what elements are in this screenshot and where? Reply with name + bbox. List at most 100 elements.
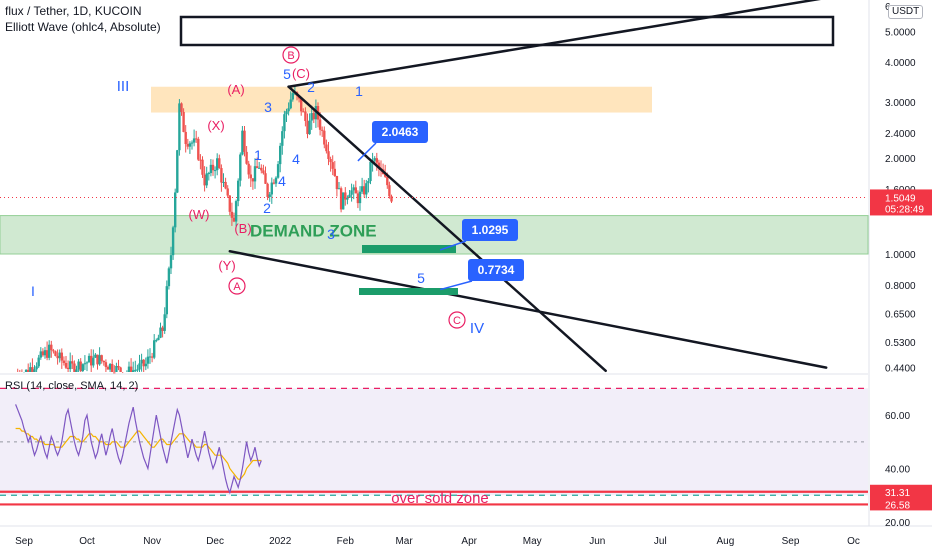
candle-body bbox=[266, 183, 269, 197]
upper-channel-line[interactable] bbox=[287, 0, 831, 88]
candle-body bbox=[373, 158, 376, 161]
rsi-tick: 40.00 bbox=[885, 465, 910, 476]
candle-body bbox=[388, 185, 391, 197]
time-tick[interactable]: Dec bbox=[206, 536, 224, 547]
candle-body bbox=[264, 173, 267, 184]
candle-body bbox=[213, 170, 217, 172]
time-tick[interactable]: Nov bbox=[143, 536, 161, 547]
target-bar-1[interactable] bbox=[362, 245, 456, 253]
rsi-level-badge[interactable] bbox=[870, 497, 932, 511]
symbol-title[interactable]: flux / Tether, 1D, KUCOIN bbox=[5, 4, 142, 18]
candle-body bbox=[325, 144, 328, 152]
candle-body bbox=[150, 356, 154, 358]
wave-label-circled: A bbox=[233, 281, 241, 293]
candle-body bbox=[306, 120, 309, 135]
candle-body bbox=[85, 362, 89, 364]
candle-body bbox=[94, 354, 97, 358]
candle-body bbox=[144, 363, 147, 367]
candle-body bbox=[60, 352, 63, 361]
time-tick[interactable]: 2022 bbox=[269, 536, 292, 547]
candle-body bbox=[272, 182, 276, 184]
time-tick[interactable]: Oct bbox=[79, 536, 95, 547]
resistance-zone bbox=[151, 86, 652, 113]
candle-body bbox=[331, 162, 334, 169]
candle-body bbox=[48, 344, 51, 358]
time-tick[interactable]: Apr bbox=[461, 536, 477, 547]
time-tick[interactable]: Aug bbox=[717, 536, 735, 547]
time-tick[interactable]: Jun bbox=[589, 536, 605, 547]
currency-badge[interactable]: USDT bbox=[888, 5, 924, 19]
candle-body bbox=[119, 367, 122, 372]
candle-body bbox=[127, 366, 131, 372]
wave-label-blue: 3 bbox=[327, 226, 335, 242]
candle-body bbox=[291, 93, 294, 100]
wave-label-blue: 4 bbox=[292, 151, 300, 167]
candle-body bbox=[253, 166, 257, 182]
time-tick[interactable]: Mar bbox=[395, 536, 413, 547]
wave-label-blue: III bbox=[117, 78, 130, 95]
time-tick[interactable]: May bbox=[523, 536, 542, 547]
wedge-upper-line[interactable] bbox=[287, 85, 607, 373]
candle-body bbox=[190, 142, 194, 144]
candle-body bbox=[54, 351, 57, 356]
wave-label-blue: 1 bbox=[355, 83, 363, 99]
candle-body bbox=[323, 130, 326, 145]
wedge-lower-line[interactable] bbox=[228, 250, 828, 369]
candle-body bbox=[287, 108, 290, 112]
candle-body bbox=[197, 138, 200, 160]
price-tick: 2.4000 bbox=[885, 129, 916, 140]
wave-label-blue: 2 bbox=[263, 200, 271, 216]
candle-body bbox=[87, 355, 91, 363]
price-tick: 0.8000 bbox=[885, 281, 916, 292]
candle-body bbox=[268, 194, 271, 197]
candle-body bbox=[318, 119, 322, 130]
price-callout[interactable] bbox=[468, 259, 524, 281]
rsi-title[interactable]: RSI (14, close, SMA, 14, 2) bbox=[5, 380, 139, 392]
candle-body bbox=[134, 369, 137, 371]
candle-body bbox=[274, 177, 278, 184]
price-tick: 0.6500 bbox=[885, 310, 916, 321]
candle-body bbox=[211, 164, 215, 171]
drawings[interactable]: 2.0463 1.0295 0.7734 bbox=[179, 0, 835, 373]
candle-body bbox=[92, 357, 95, 366]
time-tick[interactable]: Oc bbox=[847, 536, 860, 547]
candle-body bbox=[29, 367, 32, 372]
candle-body bbox=[365, 183, 368, 195]
callout-pointer bbox=[357, 142, 377, 162]
callout-label: 2.0463 bbox=[382, 125, 419, 139]
candle-body bbox=[186, 144, 189, 147]
time-tick[interactable]: Sep bbox=[782, 536, 800, 547]
candle-body bbox=[258, 167, 261, 169]
candle-body bbox=[157, 337, 160, 341]
candle-body bbox=[247, 163, 250, 175]
wave-label-red: (C) bbox=[292, 66, 310, 81]
wave-label-blue: 3 bbox=[264, 99, 272, 115]
rsi-level-badge[interactable] bbox=[870, 484, 932, 498]
price-callout[interactable] bbox=[372, 121, 428, 143]
wave-label-red: (W) bbox=[189, 207, 210, 222]
target-box[interactable] bbox=[179, 15, 835, 47]
time-tick[interactable]: Feb bbox=[337, 536, 355, 547]
time-tick[interactable]: Sep bbox=[15, 536, 33, 547]
candle-body bbox=[228, 195, 231, 212]
indicator-title[interactable]: Elliott Wave (ohlc4, Absolute) bbox=[5, 20, 161, 34]
demand-zone-label: DEMAND ZONE bbox=[250, 222, 377, 241]
wave-label-blue: I bbox=[31, 283, 35, 299]
candle-body bbox=[346, 197, 349, 200]
candle-body bbox=[83, 363, 87, 365]
price-callout[interactable] bbox=[462, 219, 518, 241]
last-price-badge[interactable] bbox=[870, 189, 932, 216]
candle-body bbox=[113, 372, 116, 374]
candle-body bbox=[312, 113, 315, 120]
wave-label-circled: C bbox=[453, 315, 461, 327]
candle-body bbox=[31, 367, 34, 372]
candle-body bbox=[321, 129, 324, 131]
target-bar-2[interactable] bbox=[359, 288, 458, 295]
time-tick[interactable]: Jul bbox=[654, 536, 667, 547]
wave-circle bbox=[228, 277, 246, 295]
rsi-level-label: 26.58 bbox=[885, 500, 910, 511]
candle-body bbox=[255, 166, 259, 169]
candle-body bbox=[308, 120, 311, 135]
wave-label-red: (A) bbox=[227, 82, 244, 97]
